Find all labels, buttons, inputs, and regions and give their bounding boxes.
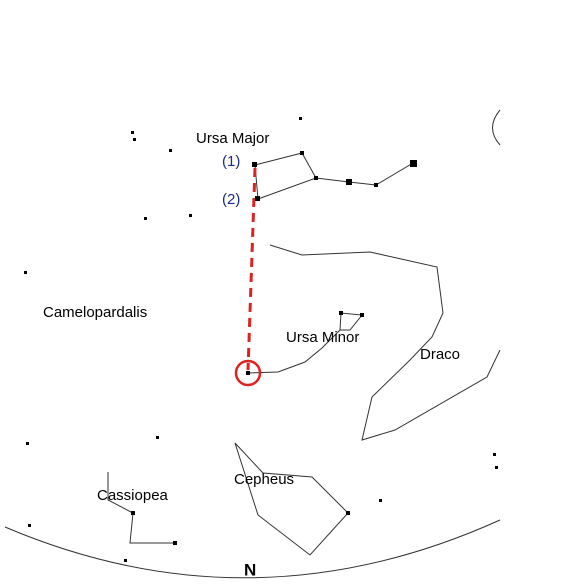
star	[495, 466, 498, 469]
star	[314, 176, 318, 180]
star	[131, 131, 134, 134]
draco-lines	[269, 244, 501, 441]
star	[169, 149, 172, 152]
label-north: N	[244, 560, 256, 579]
star	[410, 160, 417, 167]
ursa-major-handle	[315, 162, 414, 186]
draco-head	[492, 109, 501, 146]
star	[246, 371, 250, 375]
star	[156, 436, 159, 439]
star	[173, 541, 177, 545]
star	[379, 499, 382, 502]
star	[133, 138, 136, 141]
star	[374, 183, 378, 187]
star	[255, 196, 260, 201]
cepheus-lines	[234, 442, 349, 556]
pointer-line	[246, 167, 257, 371]
star	[144, 217, 147, 220]
star	[24, 271, 27, 274]
star	[252, 162, 257, 167]
label-pointer-2: (2)	[222, 191, 240, 208]
star	[300, 151, 304, 155]
label-cassiopea: Cassiopea	[97, 487, 169, 504]
label-camelopardalis: Camelopardalis	[43, 304, 147, 321]
cassiopea-lines	[107, 472, 175, 544]
polaris-ring	[234, 359, 262, 387]
star	[131, 511, 135, 515]
horizon	[4, 519, 501, 579]
stars	[24, 117, 498, 562]
label-ursa-major: Ursa Major	[196, 130, 269, 147]
label-cepheus: Cepheus	[234, 471, 294, 488]
star	[346, 511, 350, 515]
ursa-minor-lines	[247, 312, 363, 374]
star	[299, 117, 302, 120]
star	[339, 311, 343, 315]
label-ursa-minor: Ursa Minor	[286, 329, 359, 346]
star	[26, 442, 29, 445]
label-pointer-1: (1)	[222, 153, 240, 170]
star	[189, 214, 192, 217]
star	[346, 179, 352, 185]
star	[124, 559, 127, 562]
label-draco: Draco	[420, 346, 460, 363]
star	[360, 313, 364, 317]
ursa-major-lines	[254, 152, 317, 200]
star	[28, 524, 31, 527]
star	[493, 453, 496, 456]
